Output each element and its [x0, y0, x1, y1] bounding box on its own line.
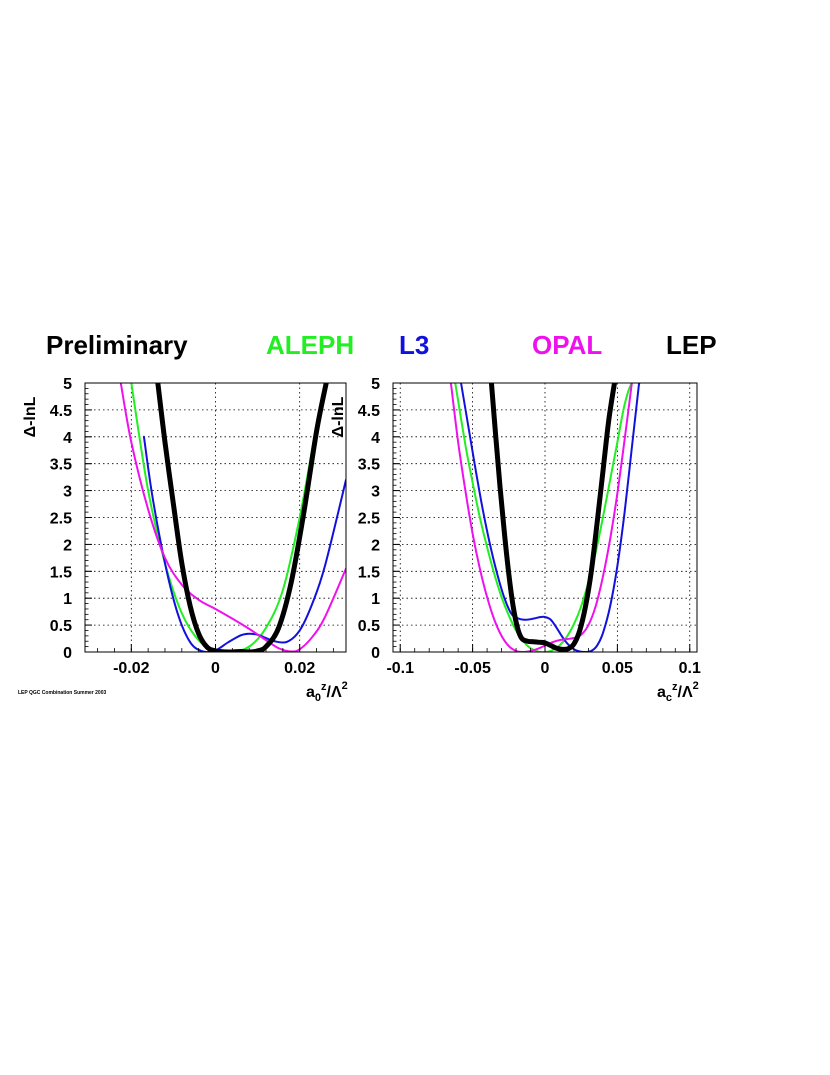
x-tick-label: 0.02 — [284, 660, 315, 677]
x-axis-title-part: 2 — [693, 680, 699, 692]
chart-header: Preliminary ALEPH L3 OPAL LEP — [0, 325, 830, 370]
curve-lep — [155, 383, 329, 652]
curve-opal — [449, 383, 633, 652]
x-tick-label: -0.02 — [113, 660, 150, 677]
x-tick-label: 0.1 — [679, 660, 701, 677]
x-axis-title-part: /Λ — [678, 684, 693, 701]
x-tick-label: -0.05 — [454, 660, 491, 677]
x-axis-title-part: a — [306, 684, 315, 701]
y-tick-label: 1 — [371, 591, 380, 608]
curves-group — [449, 383, 641, 652]
x-axis-title-part: 2 — [342, 680, 348, 692]
preliminary-label: Preliminary — [46, 330, 188, 360]
legend-opal: OPAL — [532, 330, 603, 360]
footer-note: LEP QGC Combination Summer 2003 — [18, 690, 107, 696]
curve-aleph — [454, 383, 641, 652]
y-tick-label: 5 — [371, 376, 380, 393]
x-axis-title-part: a — [657, 684, 666, 701]
x-axis-title: acz/Λ2 — [657, 680, 699, 704]
x-tick-label: 0.05 — [602, 660, 633, 677]
curve-l3 — [460, 383, 641, 652]
y-tick-label: 1 — [63, 591, 72, 608]
y-tick-label: 2 — [63, 537, 72, 554]
curve-opal — [119, 383, 346, 652]
legend-aleph: ALEPH — [266, 330, 355, 360]
y-tick-label: 0.5 — [358, 618, 380, 635]
y-tick-label: 4 — [63, 430, 72, 447]
y-tick-label: 5 — [63, 376, 72, 393]
y-tick-label: 0 — [63, 645, 72, 662]
y-tick-label: 3.5 — [50, 457, 72, 474]
panel-acz: 0 0.5 1 1.5 2 2.5 3 3.5 4 4.5 5 -0.1 -0.05 0 0.05 0.1 Δ-… — [330, 376, 701, 704]
curve-lep — [488, 383, 617, 652]
y-tick-label: 3.5 — [358, 457, 380, 474]
curves-group — [119, 383, 346, 652]
y-tick-label: 4.5 — [50, 403, 72, 420]
x-tick-label: -0.1 — [386, 660, 414, 677]
x-axis-title: a0z/Λ2 — [306, 680, 348, 704]
x-axis-title-part: 0 — [315, 692, 321, 704]
panel-a0z: 00.511.522.533.544.55-0.02 0 0.02Δ-lnLa0z/… — [22, 376, 348, 704]
y-tick-label: 3 — [63, 484, 72, 501]
y-axis-title: Δ-lnL — [22, 396, 39, 437]
y-tick-label: 0 — [371, 645, 380, 662]
x-axis-title-part: c — [666, 692, 672, 704]
legend-lep: LEP — [666, 330, 717, 360]
y-tick-label: 2 — [371, 537, 380, 554]
y-tick-label: 0.5 — [50, 618, 72, 635]
x-tick-label: 0 — [211, 660, 220, 677]
curve-l3 — [142, 435, 346, 652]
x-tick-label: 0 — [541, 660, 550, 677]
x-axis-title-part: /Λ — [327, 684, 342, 701]
y-tick-label: 4 — [371, 430, 380, 447]
y-tick-label: 2.5 — [358, 511, 380, 528]
y-tick-label: 1.5 — [50, 564, 72, 581]
y-tick-label: 2.5 — [50, 511, 72, 528]
y-tick-label: 3 — [371, 484, 380, 501]
y-axis-title: Δ-lnL — [330, 396, 347, 437]
y-tick-label: 4.5 — [358, 403, 380, 420]
y-tick-label: 1.5 — [358, 564, 380, 581]
x-axis-title-part: z — [672, 681, 678, 693]
legend-l3: L3 — [399, 330, 430, 360]
x-axis-title-part: z — [321, 681, 327, 693]
